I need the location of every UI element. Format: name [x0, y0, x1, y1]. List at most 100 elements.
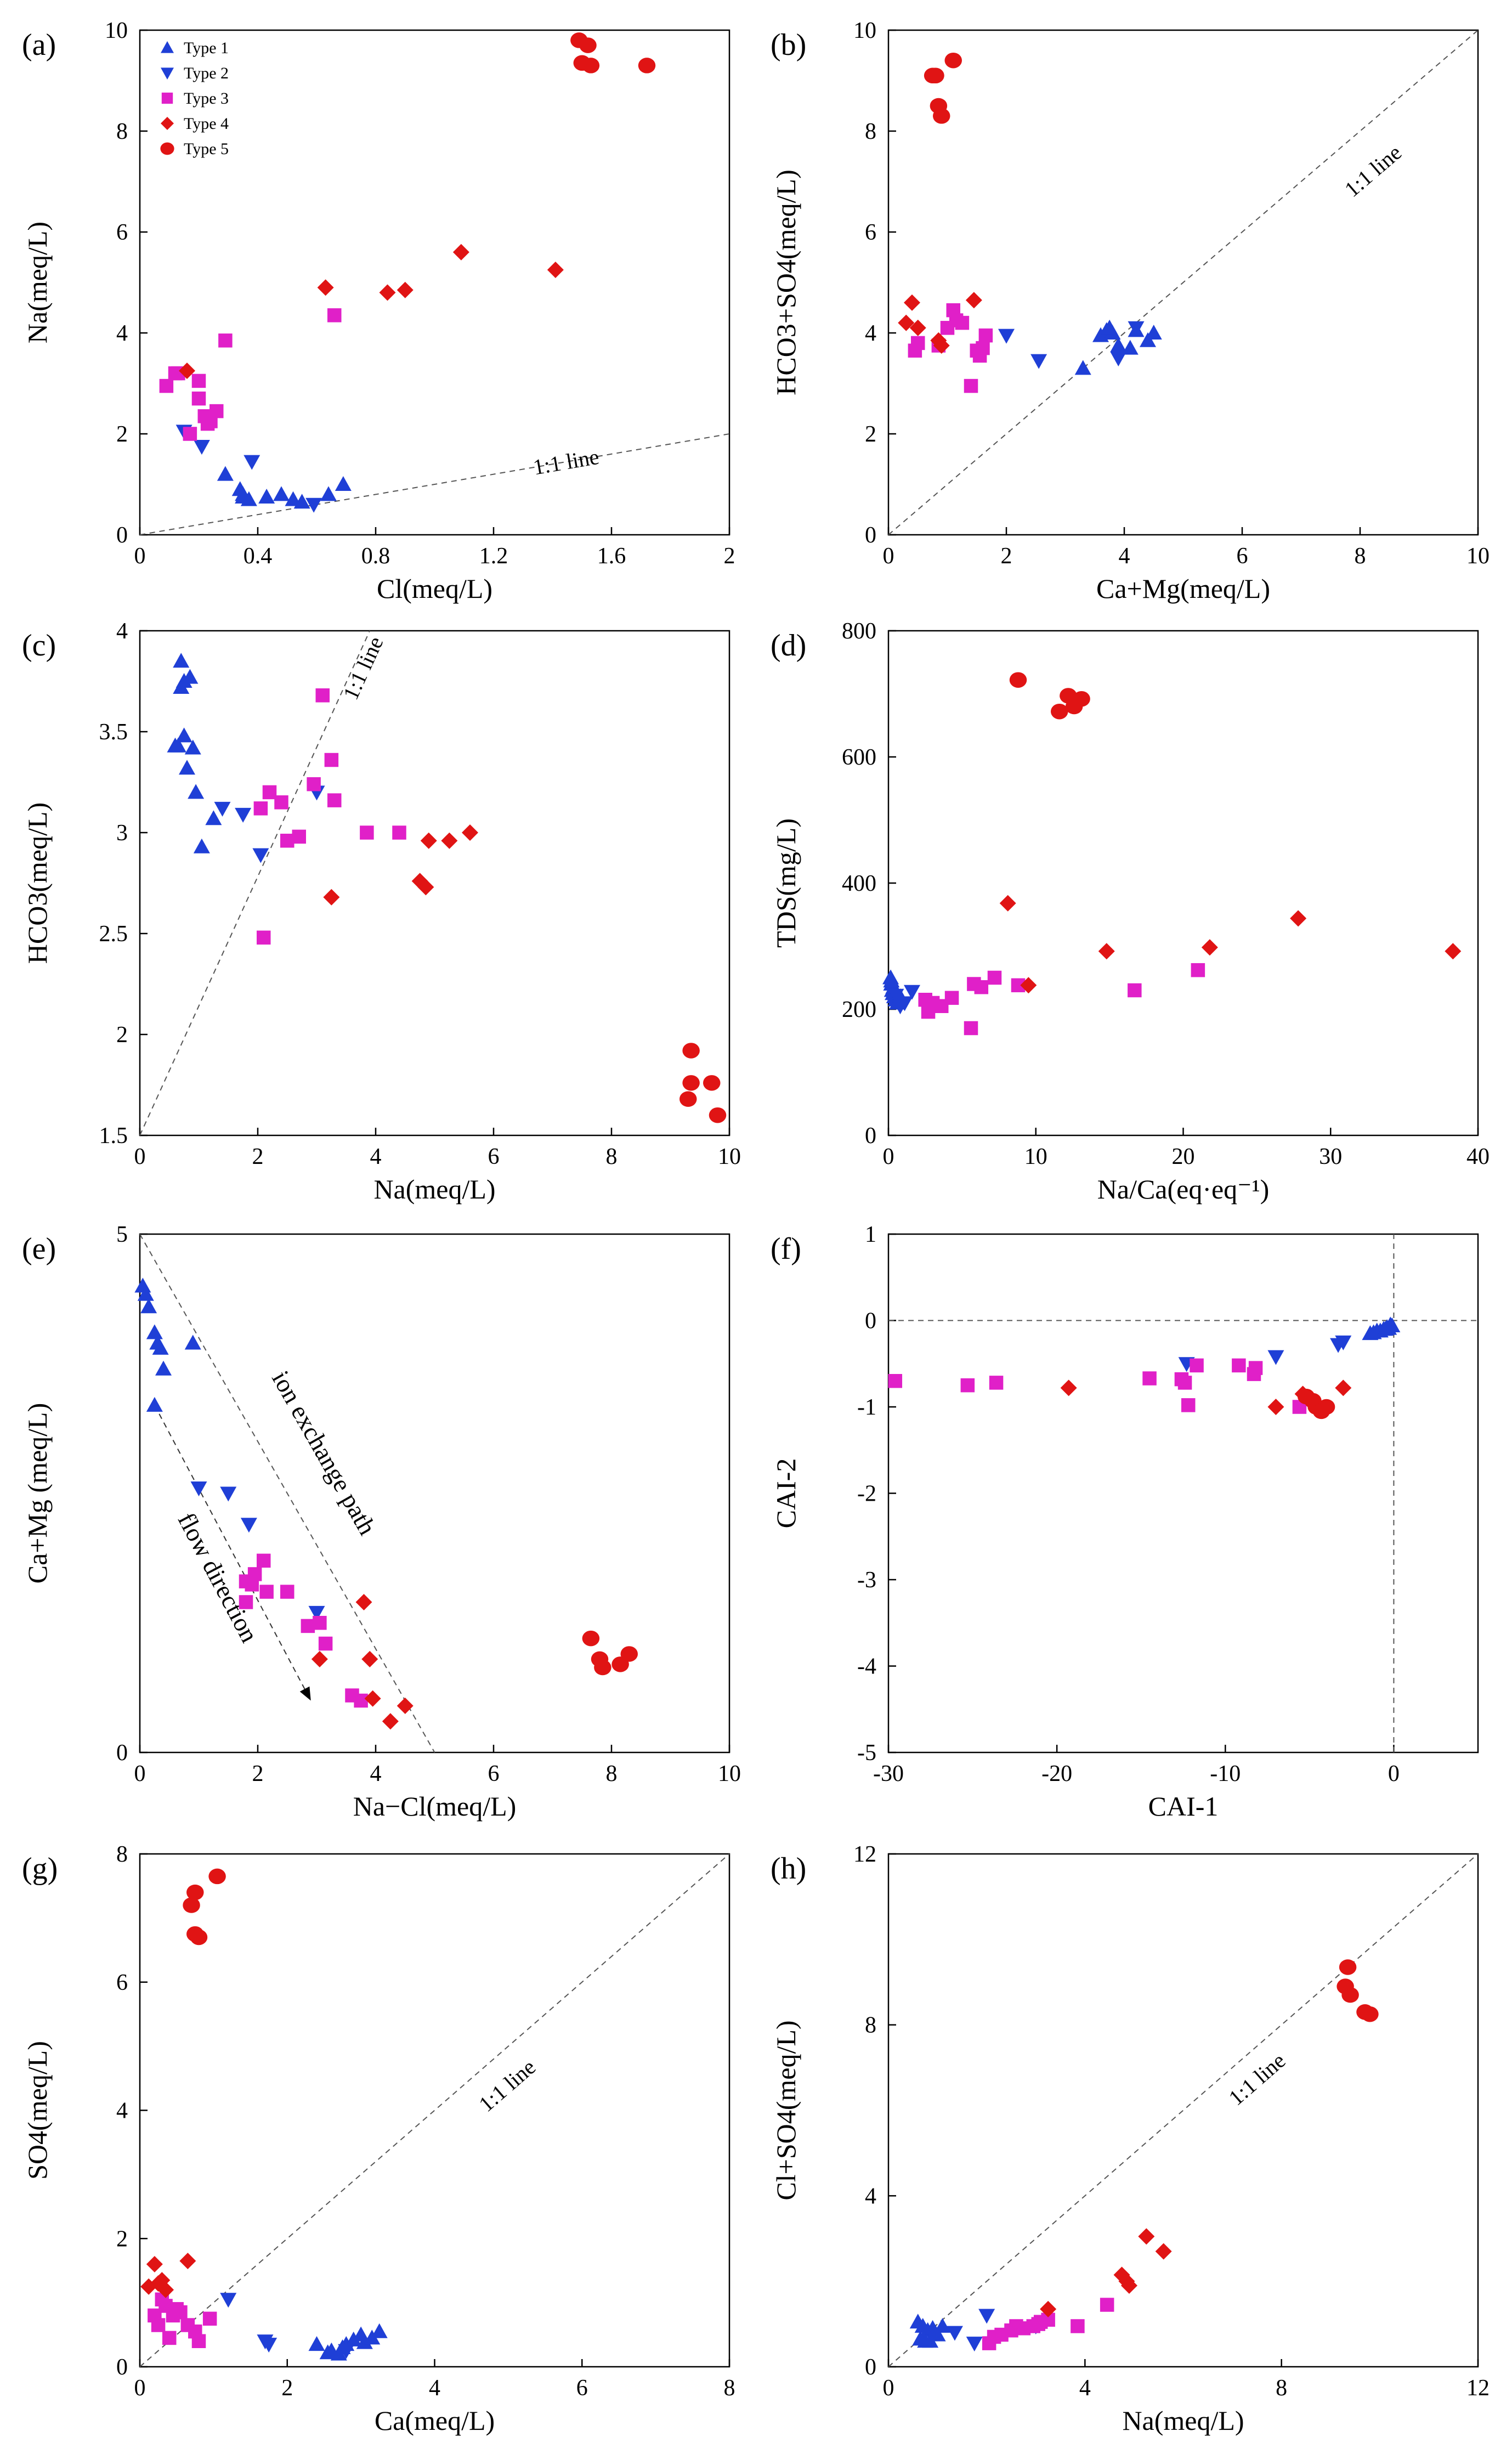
data-point [965, 292, 982, 309]
x-tick-label: 10 [718, 1144, 741, 1169]
x-tick-label: 40 [1466, 1144, 1490, 1169]
data-point [191, 374, 206, 388]
data-point [305, 497, 322, 513]
data-point [964, 378, 978, 393]
data-point [193, 440, 210, 455]
data-point [966, 2337, 983, 2352]
data-point [259, 1585, 274, 1599]
plot-frame [139, 630, 730, 1136]
data-point [191, 2334, 206, 2348]
data-point [1267, 1350, 1284, 1365]
data-point [679, 1091, 697, 1107]
data-point [151, 2318, 166, 2332]
data-point [1142, 1371, 1157, 1385]
series-type-3 [148, 2292, 217, 2348]
series-type-5 [1009, 672, 1090, 720]
data-point [308, 1605, 325, 1621]
x-tick-label: 0 [1388, 1761, 1400, 1786]
data-point [898, 314, 915, 331]
data-point [934, 2317, 951, 2333]
plot-frame [139, 29, 730, 536]
y-axis-label: HCO3+SO4(meq/L) [771, 169, 801, 395]
data-point [382, 1713, 399, 1730]
annotation-arrow [154, 1405, 312, 1701]
data-point [417, 879, 434, 896]
series-type-1 [134, 1277, 201, 1412]
y-axis-label: Ca+Mg (meq/L) [22, 1403, 53, 1584]
data-point [371, 2323, 388, 2338]
data-point [220, 2293, 237, 2308]
data-point [1120, 2277, 1137, 2294]
x-tick-label: 10 [1466, 544, 1490, 569]
x-axis-label: Na/Ca(eq·eq⁻¹) [1097, 1174, 1269, 1204]
data-point [420, 832, 437, 849]
chart-panel: (a) 0 0.4 0.8 1.2 1.6 2 0 2 4 6 8 10 Cl(meq/L) Na(meq/… [22, 18, 735, 604]
legend: Type 1 Type 2 Type 3 Type 4 Type 5 [160, 39, 229, 158]
legend-marker [161, 67, 174, 80]
y-tick-label: 6 [116, 220, 128, 245]
data-point [638, 58, 656, 73]
series-type-1 [308, 2323, 388, 2361]
data-point [218, 333, 233, 348]
series-type-2 [887, 985, 920, 1015]
y-tick-label: -5 [857, 1740, 876, 1766]
data-point [317, 279, 334, 296]
series-type-5 [582, 1630, 638, 1676]
data-point [146, 1324, 163, 1339]
data-point [146, 1396, 163, 1412]
panel-label: (a) [22, 28, 56, 62]
x-tick-label: 8 [1355, 544, 1366, 569]
data-point [1051, 703, 1068, 720]
x-tick-label: 2 [252, 1761, 264, 1786]
y-axis-label: SO4(meq/L) [22, 2041, 53, 2180]
x-tick-label: 4 [370, 1761, 382, 1786]
x-tick-label: 1.2 [479, 544, 508, 569]
data-point [318, 1636, 333, 1651]
x-tick-label: 30 [1319, 1144, 1342, 1169]
panel-label: (h) [771, 1852, 806, 1886]
arrow-head [299, 1686, 311, 1701]
data-point [1040, 2300, 1057, 2317]
y-tick-label: -4 [857, 1654, 876, 1679]
panel-label: (c) [22, 629, 56, 663]
data-point [307, 777, 321, 791]
data-point [173, 653, 190, 668]
x-tick-label: 0 [883, 1144, 894, 1169]
series-type-5 [1297, 1388, 1335, 1420]
x-tick-label: 8 [606, 1761, 618, 1786]
data-point [360, 825, 374, 840]
data-point [262, 785, 277, 800]
data-point [146, 2256, 163, 2272]
data-point [137, 1286, 154, 1301]
data-point [933, 108, 950, 124]
data-point [179, 363, 195, 379]
x-tick-label: 20 [1172, 1144, 1195, 1169]
x-tick-label: 4 [1079, 2376, 1091, 2401]
plot-frame [887, 29, 1479, 536]
data-point [240, 1518, 257, 1533]
data-point [134, 1277, 151, 1293]
y-tick-label: 800 [842, 619, 876, 644]
data-point [964, 1021, 978, 1036]
chart-panel: (g) 0 2 4 6 8 0 2 4 6 8 Ca(meq/L) SO4(meq/L) 1:1 line [22, 1842, 735, 2436]
series-type-5 [924, 52, 962, 124]
y-tick-label: 4 [116, 619, 128, 644]
x-tick-label: 2 [281, 2376, 293, 2401]
x-axis-label: Cl(meq/L) [377, 573, 492, 604]
data-point [315, 688, 330, 703]
data-point [1341, 1987, 1359, 2003]
series-type-4 [323, 824, 478, 906]
x-tick-label: 10 [1024, 1144, 1047, 1169]
data-point [243, 455, 261, 470]
data-point [313, 1616, 327, 1630]
reference-line [888, 30, 1479, 535]
data-point [293, 494, 310, 509]
y-tick-label: 10 [853, 18, 876, 43]
data-point [1362, 1325, 1379, 1341]
x-axis-label: CAI-1 [1148, 1791, 1219, 1822]
data-point [175, 673, 192, 688]
data-point [169, 737, 186, 753]
reference-line [139, 1234, 435, 1753]
data-point [904, 294, 920, 311]
